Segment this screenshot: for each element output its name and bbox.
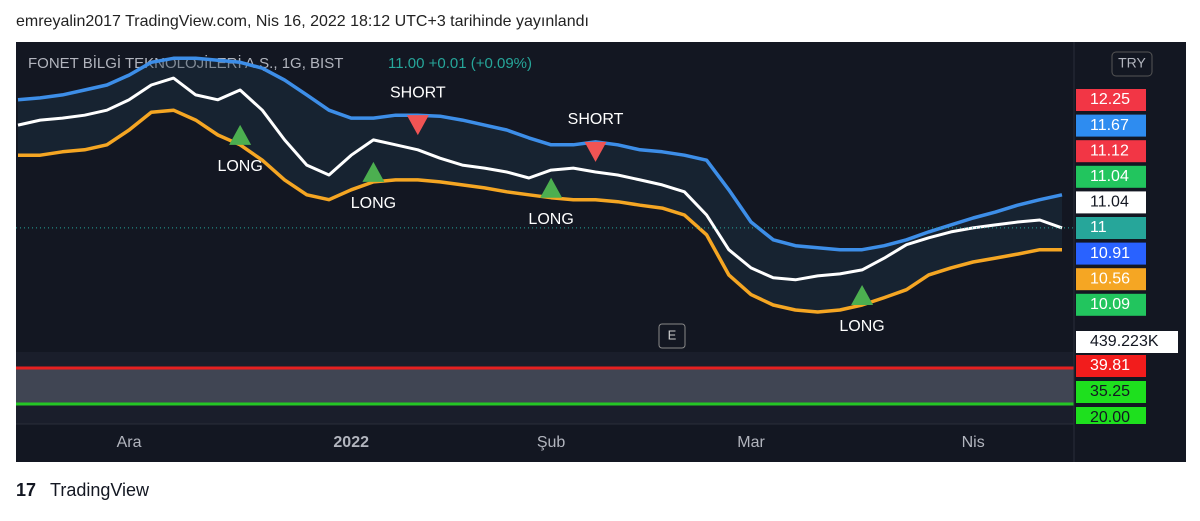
short-marker xyxy=(584,141,607,162)
price-badge-label: 11.04 xyxy=(1090,168,1129,185)
price-badge-label: 12.25 xyxy=(1090,91,1130,108)
logo-mark: 17 xyxy=(16,480,36,500)
long-marker xyxy=(229,124,252,145)
price-badge-label: 11.04 xyxy=(1090,194,1129,211)
long-label: LONG xyxy=(528,211,573,228)
oscillator-badge xyxy=(1076,381,1146,403)
band-fill xyxy=(18,58,1062,312)
long-marker xyxy=(362,161,385,182)
quote: 11.00 +0.01 (+0.09%) xyxy=(388,55,532,72)
oscillator-badge-label: 35.25 xyxy=(1090,383,1130,400)
price-badge xyxy=(1076,165,1146,188)
x-tick-label: Mar xyxy=(737,434,765,451)
short-marker xyxy=(406,115,429,136)
price-badge-label: 11 xyxy=(1090,219,1107,236)
currency-box[interactable] xyxy=(1111,51,1153,77)
series-line xyxy=(17,56,1063,252)
x-tick-label: Şub xyxy=(537,434,566,451)
price-badge xyxy=(1076,293,1146,316)
volume-label: 439.223K xyxy=(1090,333,1159,350)
event-icon[interactable] xyxy=(658,323,686,349)
price-badge xyxy=(1076,89,1146,111)
price-badge xyxy=(1076,217,1146,239)
price-badge xyxy=(1076,140,1146,163)
oscillator-badge-label: 39.81 xyxy=(1090,357,1130,374)
long-label: LONG xyxy=(217,158,262,175)
x-tick-label: Ara xyxy=(117,434,142,451)
currency[interactable]: TRY xyxy=(1118,55,1146,71)
oscillator-badge-label: 20.00 xyxy=(1090,409,1130,426)
oscillator-band xyxy=(16,368,1074,404)
long-marker xyxy=(540,177,563,198)
footer: TradingView xyxy=(50,480,150,500)
oscillator-badge xyxy=(1076,355,1146,377)
long-marker xyxy=(851,285,874,306)
price-badge xyxy=(1076,242,1146,265)
short-label: SHORT xyxy=(568,111,624,128)
price-badge-label: 11.12 xyxy=(1090,142,1129,159)
x-tick-label: Nis xyxy=(962,434,985,451)
header: emreyalin2017 TradingView.com, Nis 16, 2… xyxy=(16,13,589,30)
long-label: LONG xyxy=(839,318,884,335)
series-line xyxy=(17,76,1063,282)
long-label: LONG xyxy=(351,195,396,212)
price-badge xyxy=(1076,114,1146,137)
price-badge xyxy=(1076,191,1146,214)
x-tick-label: 2022 xyxy=(333,434,369,451)
series-line xyxy=(18,108,1062,314)
axis-mask xyxy=(1076,424,1186,462)
price-badge-label: 10.09 xyxy=(1090,296,1130,313)
short-label: SHORT xyxy=(390,84,446,101)
price-badge-label: 10.56 xyxy=(1090,270,1130,287)
price-badge-label: 11.67 xyxy=(1090,117,1129,134)
oscillator-badge xyxy=(1076,407,1146,429)
price-badge-label: 10.91 xyxy=(1090,245,1130,262)
event-icon-label[interactable]: E xyxy=(668,327,677,342)
volume-badge xyxy=(1076,331,1178,353)
price-badge xyxy=(1076,268,1146,291)
